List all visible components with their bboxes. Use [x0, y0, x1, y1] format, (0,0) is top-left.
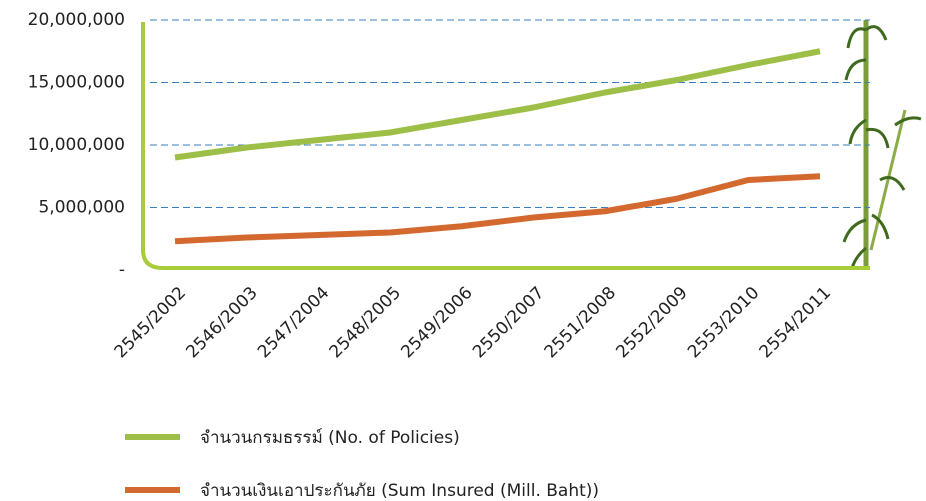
y-tick-label: -: [119, 260, 125, 280]
legend-swatch: [125, 487, 180, 493]
x-tick-label: 2549/2006: [397, 283, 476, 362]
x-tick-label: 2552/2009: [612, 283, 691, 362]
x-tick-label: 2554/2011: [756, 283, 835, 362]
x-tick-label: 2551/2008: [541, 283, 620, 362]
axis-line: [141, 22, 870, 270]
x-tick-label: 2547/2004: [254, 283, 333, 362]
y-tick-label: 10,000,000: [28, 135, 125, 155]
y-tick-label: 5,000,000: [38, 198, 125, 218]
x-tick-label: 2548/2005: [326, 283, 405, 362]
y-tick-label: 15,000,000: [28, 73, 125, 93]
series-line: [174, 48, 821, 161]
legend: จำนวนกรมธรรม์ (No. of Policies) จำนวนเงิ…: [125, 428, 599, 501]
x-tick-label: 2546/2003: [182, 283, 261, 362]
legend-label: จำนวนกรมธรรม์ (No. of Policies): [200, 428, 460, 448]
x-tick-label: 2545/2002: [111, 283, 190, 362]
legend-label: จำนวนเงินเอาประกันภัย (Sum Insured (Mill…: [200, 481, 599, 501]
legend-swatch: [125, 434, 180, 440]
x-tick-label: 2550/2007: [469, 283, 548, 362]
series-line: [174, 173, 821, 245]
y-tick-label: 20,000,000: [28, 10, 125, 30]
x-tick-label: 2553/2010: [684, 283, 763, 362]
